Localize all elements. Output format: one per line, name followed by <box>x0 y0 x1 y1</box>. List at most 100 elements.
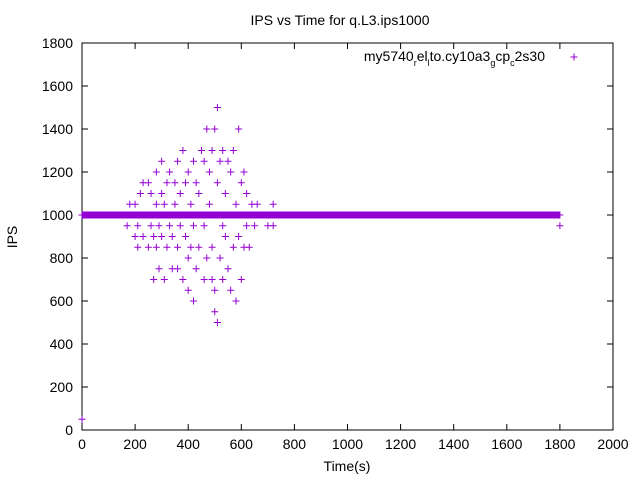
data-point <box>227 168 235 176</box>
data-point <box>197 147 205 154</box>
y-tick-label: 1800 <box>42 35 73 51</box>
y-axis-label: IPS <box>4 226 20 249</box>
data-point <box>184 286 192 294</box>
data-point <box>179 147 187 154</box>
data-point <box>160 276 168 283</box>
data-point <box>176 190 184 197</box>
y-tick-label: 1200 <box>42 164 73 180</box>
data-point <box>240 168 248 176</box>
data-point <box>208 276 216 283</box>
data-point <box>235 233 243 240</box>
data-point <box>192 265 200 273</box>
data-point <box>211 125 219 133</box>
data-point <box>131 233 139 240</box>
data-point <box>179 211 187 219</box>
data-point <box>128 211 136 219</box>
data-point <box>192 179 200 187</box>
data-point <box>166 222 174 230</box>
data-point <box>155 222 163 230</box>
data-point <box>142 211 150 219</box>
legend-label-part: l <box>428 58 430 68</box>
data-point <box>213 104 221 111</box>
y-tick-label: 1400 <box>42 121 73 137</box>
data-point <box>168 233 176 240</box>
data-point <box>219 147 227 154</box>
data-point <box>221 190 229 197</box>
data-point <box>253 200 261 208</box>
data-point <box>227 286 235 294</box>
data-point <box>166 168 174 176</box>
data-point <box>208 243 216 251</box>
data-point <box>216 157 224 165</box>
data-point <box>147 190 155 197</box>
data-point <box>237 179 245 187</box>
data-point <box>187 243 195 251</box>
data-point <box>155 265 163 273</box>
data-point <box>176 222 184 230</box>
data-point <box>243 190 251 197</box>
legend-label-part: r <box>414 58 417 68</box>
data-point <box>205 200 213 208</box>
y-axis: 0 200 400 600 800 1000 1200 1400 1600 1800 <box>42 35 613 438</box>
data-point <box>216 254 224 262</box>
data-point <box>190 297 198 305</box>
data-point <box>152 168 160 176</box>
legend-label-part: 2s30 <box>515 48 546 64</box>
legend-plus-marker <box>570 53 578 61</box>
x-tick-label: 600 <box>230 436 254 452</box>
data-point <box>237 276 245 283</box>
data-point <box>190 157 198 165</box>
x-axis: 0 200 400 600 800 1000 1200 1400 1600 1800 2000 <box>78 43 629 452</box>
data-point <box>213 319 221 326</box>
data-point <box>136 190 144 197</box>
data-point <box>219 222 227 230</box>
legend: my5740rellto.cy10a3gcpc2s30 <box>364 48 578 68</box>
data-point <box>163 179 171 187</box>
y-tick-label: 800 <box>50 250 74 266</box>
data-point <box>224 157 232 165</box>
data-point <box>245 243 253 251</box>
data-point <box>205 168 213 176</box>
data-point <box>219 276 227 283</box>
data-point <box>147 222 155 230</box>
x-tick-label: 1400 <box>438 436 469 452</box>
data-point <box>190 222 198 230</box>
data-point <box>134 243 142 251</box>
data-point <box>131 200 139 208</box>
x-tick-label: 1000 <box>332 436 363 452</box>
data-point <box>171 200 179 208</box>
data-point <box>187 200 195 208</box>
data-point <box>211 286 219 294</box>
data-point <box>158 233 166 240</box>
data-point <box>179 276 187 283</box>
data-point <box>152 200 160 208</box>
data-point <box>200 222 208 230</box>
data-point <box>163 243 171 251</box>
data-point <box>182 179 190 187</box>
data-points <box>78 104 564 423</box>
data-point <box>123 222 131 230</box>
data-point <box>144 179 152 187</box>
legend-marker <box>570 53 578 61</box>
y-tick-label: 1000 <box>42 207 73 223</box>
data-point <box>556 211 564 219</box>
data-point <box>174 157 182 165</box>
data-point <box>208 147 216 154</box>
data-point <box>213 179 221 187</box>
data-point <box>269 222 277 230</box>
data-point <box>174 243 182 251</box>
legend-label-part: g <box>490 58 495 68</box>
y-tick-label: 600 <box>50 293 74 309</box>
data-point <box>139 233 147 240</box>
data-point <box>232 200 240 208</box>
data-point <box>229 147 237 154</box>
data-point <box>200 157 208 165</box>
data-point <box>158 190 166 197</box>
legend-label-part: cp <box>495 48 510 64</box>
x-tick-label: 0 <box>78 436 86 452</box>
data-point <box>158 157 166 165</box>
data-point <box>235 125 243 133</box>
legend-label-part: el <box>417 48 428 64</box>
x-tick-label: 800 <box>283 436 307 452</box>
